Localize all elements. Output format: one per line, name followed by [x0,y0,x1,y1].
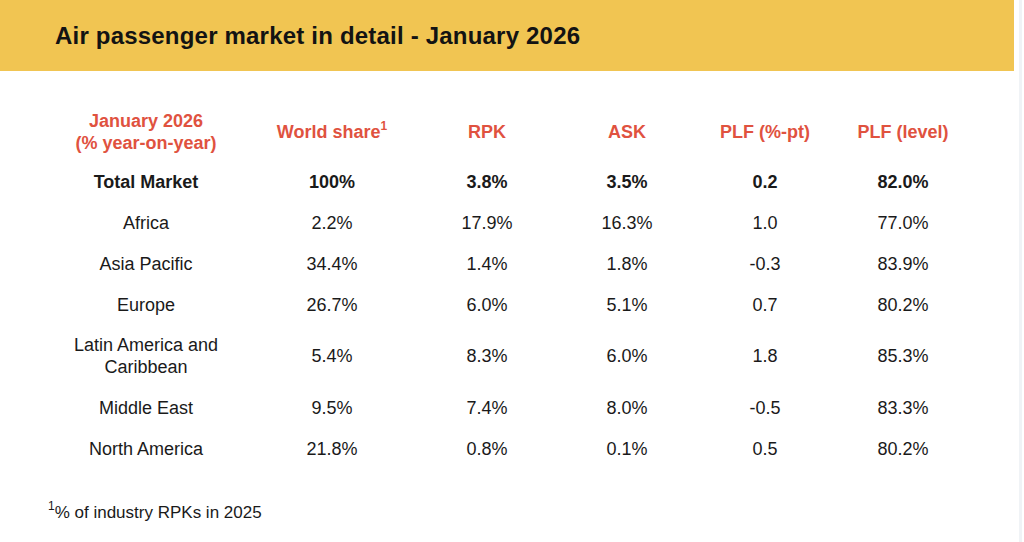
region-cell: Total Market [40,171,252,193]
plf-pt-cell: 0.5 [692,438,838,460]
world-share-cell: 100% [252,171,412,193]
rpk-cell: 0.8% [412,438,562,460]
col-header-plf-level: PLF (level) [838,121,968,143]
ask-cell: 16.3% [562,212,692,234]
report-page: Air passenger market in detail - January… [0,0,1024,542]
table-row-total-market: Total Market 100% 3.8% 3.5% 0.2 82.0% [40,161,968,202]
ask-cell: 1.8% [562,253,692,275]
footnote-superscript: 1 [48,499,55,513]
region-cell: Middle East [40,397,252,419]
col-header-region-line1: January 2026 [50,110,242,132]
market-table: January 2026 (% year-on-year) World shar… [40,103,968,469]
ask-cell: 5.1% [562,294,692,316]
plf-pt-cell: -0.5 [692,397,838,419]
col-header-rpk: RPK [412,121,562,143]
plf-level-cell: 77.0% [838,212,968,234]
footnote-text: % of industry RPKs in 2025 [55,503,262,522]
rpk-cell: 3.8% [412,171,562,193]
plf-level-cell: 83.9% [838,253,968,275]
plf-pt-cell: -0.3 [692,253,838,275]
plf-pt-cell: 1.0 [692,212,838,234]
table-row-europe: Europe 26.7% 6.0% 5.1% 0.7 80.2% [40,284,968,325]
world-share-cell: 5.4% [252,345,412,367]
rpk-cell: 1.4% [412,253,562,275]
table-row-asia-pacific: Asia Pacific 34.4% 1.4% 1.8% -0.3 83.9% [40,243,968,284]
plf-pt-cell: 0.7 [692,294,838,316]
world-share-superscript: 1 [381,119,388,133]
table-row-middle-east: Middle East 9.5% 7.4% 8.0% -0.5 83.3% [40,387,968,428]
footnote: 1% of industry RPKs in 2025 [48,503,262,523]
ask-cell: 3.5% [562,171,692,193]
plf-level-cell: 80.2% [838,294,968,316]
region-cell: Africa [40,212,252,234]
table-row-africa: Africa 2.2% 17.9% 16.3% 1.0 77.0% [40,202,968,243]
ask-cell: 8.0% [562,397,692,419]
rpk-cell: 8.3% [412,345,562,367]
world-share-cell: 34.4% [252,253,412,275]
region-cell: Europe [40,294,252,316]
col-header-region: January 2026 (% year-on-year) [40,110,252,154]
plf-pt-cell: 0.2 [692,171,838,193]
world-share-cell: 21.8% [252,438,412,460]
col-header-region-line2: (% year-on-year) [50,132,242,154]
title-bar: Air passenger market in detail - January… [0,0,1014,71]
world-share-cell: 2.2% [252,212,412,234]
region-cell: Latin America and Caribbean [40,334,252,378]
world-share-cell: 9.5% [252,397,412,419]
plf-pt-cell: 1.8 [692,345,838,367]
table-row-latin-america-caribbean: Latin America and Caribbean 5.4% 8.3% 6.… [40,325,968,387]
plf-level-cell: 85.3% [838,345,968,367]
page-edge-divider [1019,0,1022,542]
plf-level-cell: 82.0% [838,171,968,193]
table-row-north-america: North America 21.8% 0.8% 0.1% 0.5 80.2% [40,428,968,469]
rpk-cell: 17.9% [412,212,562,234]
col-header-plf-pt: PLF (%-pt) [692,121,838,143]
region-cell: North America [40,438,252,460]
rpk-cell: 6.0% [412,294,562,316]
plf-level-cell: 83.3% [838,397,968,419]
world-share-cell: 26.7% [252,294,412,316]
plf-level-cell: 80.2% [838,438,968,460]
col-header-world-share: World share1 [252,121,412,143]
region-cell: Asia Pacific [40,253,252,275]
col-header-ask: ASK [562,121,692,143]
table-header-row: January 2026 (% year-on-year) World shar… [40,103,968,161]
ask-cell: 0.1% [562,438,692,460]
page-title: Air passenger market in detail - January… [0,22,580,50]
rpk-cell: 7.4% [412,397,562,419]
ask-cell: 6.0% [562,345,692,367]
